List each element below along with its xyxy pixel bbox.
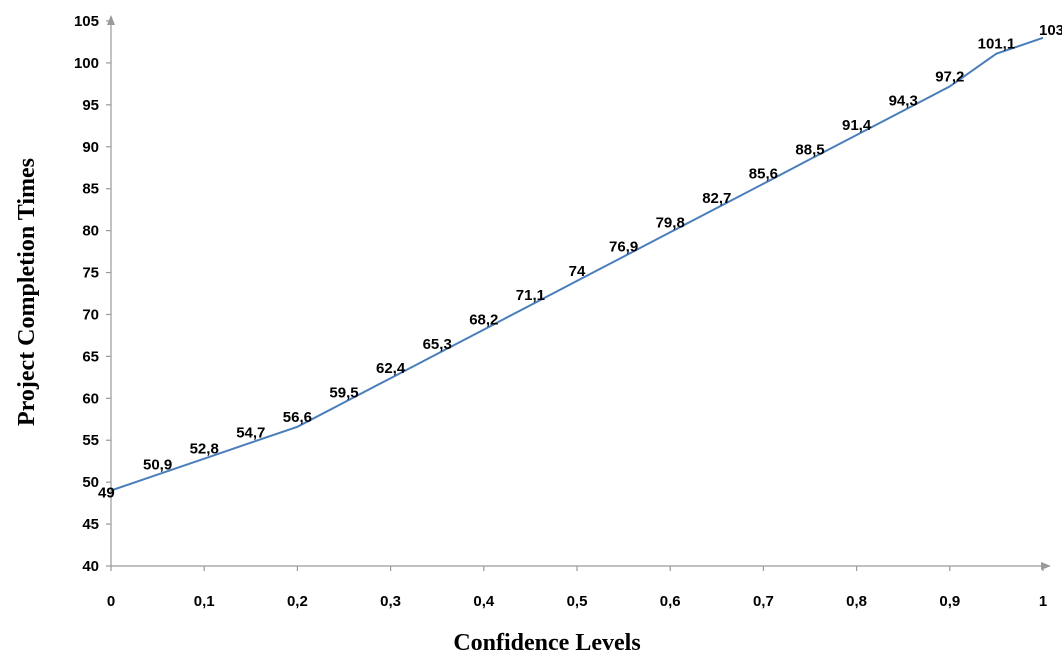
data-label: 79,8 bbox=[656, 214, 685, 231]
data-labels: 49 50,9 52,8 54,7 56,6 59,5 62,4 65,3 68,2 71,1 74… bbox=[98, 22, 1062, 502]
data-label: 56,6 bbox=[283, 409, 312, 426]
data-label: 50,9 bbox=[143, 457, 172, 474]
y-tick-label: 70 bbox=[82, 306, 99, 323]
data-label: 59,5 bbox=[329, 385, 358, 402]
y-tick-label: 105 bbox=[74, 13, 99, 30]
data-label: 94,3 bbox=[889, 93, 918, 110]
x-tick-label: 0,4 bbox=[473, 593, 495, 610]
x-axis-ticks: 0 0,1 0,2 0,3 0,4 0,5 0,6 0,7 0,8 0,9 1 bbox=[107, 566, 1047, 610]
x-tick-label: 0,3 bbox=[380, 593, 401, 610]
data-label: 54,7 bbox=[236, 425, 265, 442]
data-label: 101,1 bbox=[978, 36, 1016, 53]
data-label: 71,1 bbox=[516, 287, 545, 304]
x-tick-label: 0,9 bbox=[939, 593, 960, 610]
y-axis-arrow bbox=[107, 15, 115, 25]
y-axis-title: Project Completion Times bbox=[14, 158, 40, 426]
data-label: 65,3 bbox=[423, 336, 452, 353]
x-tick-label: 0,7 bbox=[753, 593, 774, 610]
y-tick-label: 75 bbox=[82, 265, 99, 282]
y-tick-label: 100 bbox=[74, 55, 99, 72]
data-label: 97,2 bbox=[935, 68, 964, 85]
x-axis-title: Confidence Levels bbox=[453, 630, 640, 656]
data-label: 52,8 bbox=[190, 441, 219, 458]
y-tick-label: 40 bbox=[82, 558, 99, 575]
data-label: 103 bbox=[1039, 22, 1062, 39]
x-tick-label: 0,8 bbox=[846, 593, 867, 610]
x-tick-label: 1 bbox=[1039, 593, 1047, 610]
data-label: 68,2 bbox=[469, 312, 498, 329]
y-tick-label: 55 bbox=[82, 432, 99, 449]
x-axis-arrow bbox=[1041, 562, 1051, 570]
y-tick-label: 50 bbox=[82, 474, 99, 491]
y-axis-ticks: 40 45 50 55 60 65 70 75 80 85 90 95 100 105 bbox=[74, 13, 111, 575]
y-tick-label: 85 bbox=[82, 181, 99, 198]
y-tick-label: 80 bbox=[82, 223, 99, 240]
data-label: 82,7 bbox=[702, 190, 731, 207]
x-tick-label: 0 bbox=[107, 593, 115, 610]
x-tick-label: 0,6 bbox=[660, 593, 681, 610]
data-label: 88,5 bbox=[795, 141, 824, 158]
x-tick-label: 0,2 bbox=[287, 593, 308, 610]
data-label: 74 bbox=[569, 263, 586, 280]
data-label: 91,4 bbox=[842, 117, 872, 134]
y-tick-label: 65 bbox=[82, 348, 99, 365]
y-tick-label: 95 bbox=[82, 97, 99, 114]
x-tick-label: 0,5 bbox=[567, 593, 588, 610]
y-tick-label: 90 bbox=[82, 139, 99, 156]
data-label: 76,9 bbox=[609, 239, 638, 256]
y-tick-label: 45 bbox=[82, 516, 99, 533]
data-label: 85,6 bbox=[749, 166, 778, 183]
data-label: 62,4 bbox=[376, 360, 406, 377]
x-tick-label: 0,1 bbox=[194, 593, 215, 610]
y-tick-label: 60 bbox=[82, 390, 99, 407]
data-label: 49 bbox=[98, 485, 115, 502]
series-line bbox=[110, 36, 1044, 492]
